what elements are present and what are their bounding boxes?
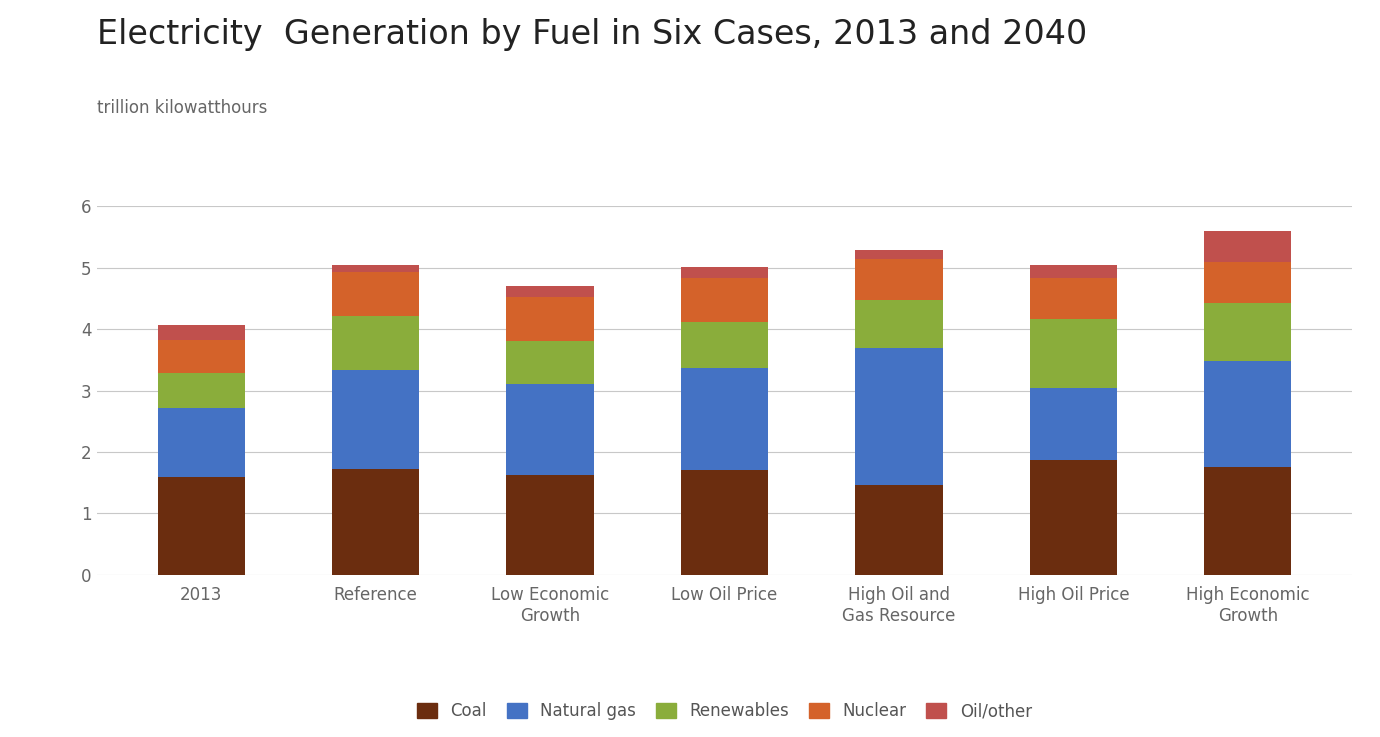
Bar [333, 272, 420, 316]
Bar [333, 316, 420, 371]
Bar [157, 340, 244, 374]
Bar [680, 368, 769, 470]
Bar [1205, 262, 1292, 303]
Text: Electricity  Generation by Fuel in Six Cases, 2013 and 2040: Electricity Generation by Fuel in Six Ca… [97, 18, 1087, 52]
Bar [1029, 265, 1116, 278]
Bar [506, 475, 593, 575]
Bar [680, 278, 769, 322]
Bar [1205, 303, 1292, 361]
Bar [856, 259, 943, 300]
Bar [506, 297, 593, 341]
Bar [856, 250, 943, 259]
Bar [333, 469, 420, 575]
Bar [680, 470, 769, 575]
Bar [1205, 231, 1292, 262]
Bar [333, 371, 420, 469]
Bar [1029, 319, 1116, 388]
Legend: Coal, Natural gas, Renewables, Nuclear, Oil/other: Coal, Natural gas, Renewables, Nuclear, … [408, 694, 1041, 728]
Bar [157, 374, 244, 408]
Bar [333, 265, 420, 272]
Bar [506, 286, 593, 297]
Bar [856, 348, 943, 485]
Bar [157, 325, 244, 340]
Bar [1029, 388, 1116, 460]
Bar [506, 341, 593, 385]
Bar [157, 408, 244, 477]
Bar [856, 300, 943, 348]
Text: trillion kilowatthours: trillion kilowatthours [97, 99, 266, 117]
Bar [1029, 278, 1116, 319]
Bar [1029, 460, 1116, 575]
Bar [1205, 467, 1292, 575]
Bar [157, 477, 244, 575]
Bar [1205, 361, 1292, 467]
Bar [506, 385, 593, 475]
Bar [680, 268, 769, 278]
Bar [680, 322, 769, 368]
Bar [856, 485, 943, 575]
